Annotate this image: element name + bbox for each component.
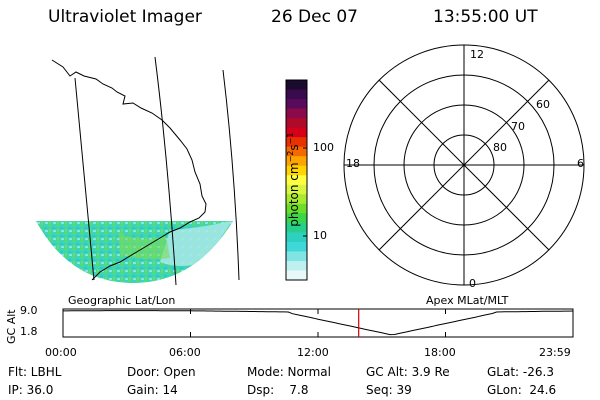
colorbar-label-exp2: −1 (286, 132, 295, 145)
colorbar-segment (286, 232, 307, 243)
instrument-title: Ultraviolet Imager (48, 7, 202, 27)
polar-mlt-6: 6 (577, 157, 584, 170)
polar-caption: Apex MLat/MLT (426, 294, 509, 307)
polar-lat-70: 70 (511, 120, 525, 133)
colorbar-tick-10: 10 (313, 229, 327, 242)
colorbar-tick-100: 100 (313, 141, 334, 154)
colorbar-label-unit: photon cm (287, 162, 301, 227)
meridian-2 (154, 56, 177, 286)
colorbar-segment (286, 175, 307, 186)
colorbar-segment (286, 203, 307, 214)
colorbar-label-s: s (287, 144, 301, 151)
alt-orbit-curve (63, 310, 574, 336)
colorbar-segment (286, 127, 307, 138)
colorbar-segment (286, 165, 307, 176)
colorbar-segment (286, 222, 307, 233)
colorbar-segment (286, 213, 307, 224)
meridian-1 (74, 77, 95, 281)
polar-mlt-12: 12 (470, 48, 484, 61)
colorbar-frame (285, 79, 308, 281)
alt-xtick-1800: 18:00 (424, 346, 456, 359)
status-ip: IP: 36.0 (8, 383, 54, 397)
time-label: 13:55:00 UT (433, 7, 538, 27)
map-caption: Geographic Lat/Lon (68, 294, 176, 307)
colorbar-segment (286, 99, 307, 110)
status-dsp: Dsp: 7.8 (247, 383, 309, 397)
date-label: 26 Dec 07 (271, 7, 358, 27)
status-door: Door: Open (127, 365, 196, 379)
colorbar-segment (286, 194, 307, 205)
polar-lat-60: 60 (536, 98, 550, 111)
polar-plot (343, 44, 585, 286)
altitude-plot (62, 308, 574, 338)
alt-ylabel: GC Alt (5, 309, 18, 344)
colorbar-segment (286, 108, 307, 119)
alt-ytick-9: 9.0 (20, 304, 38, 317)
aurora-bright-spots (118, 221, 232, 266)
colorbar-label-exp1: −2 (286, 150, 295, 163)
colorbar-segment (286, 137, 307, 148)
colorbar (285, 79, 308, 281)
polar-mlt-18: 18 (346, 157, 360, 170)
colorbar-label: photon cm−2s−1 (275, 133, 312, 242)
status-gain: Gain: 14 (127, 383, 178, 397)
status-gcalt: GC Alt: 3.9 Re (366, 365, 450, 379)
colorbar-segment (286, 251, 307, 262)
colorbar-segment (286, 80, 307, 91)
alt-xtick-0600: 06:00 (169, 346, 201, 359)
alt-xtick-1200: 12:00 (297, 346, 329, 359)
colorbar-segment (286, 260, 307, 272)
geographic-map (36, 56, 240, 286)
alt-ytick-1-8: 1.8 (20, 325, 38, 338)
alt-xtick-0000: 00:00 (45, 346, 77, 359)
colorbar-segment (286, 146, 307, 157)
colorbar-segment (286, 156, 307, 167)
colorbar-segment (286, 118, 307, 129)
colorbar-segment (286, 184, 307, 195)
colorbar-segment (286, 89, 307, 100)
colorbar-segment (286, 270, 307, 281)
status-flt: Flt: LBHL (8, 365, 62, 379)
colorbar-segment (286, 241, 307, 253)
status-glat: GLat: -26.3 (487, 365, 554, 379)
polar-lat-80: 80 (493, 141, 507, 154)
status-glon: GLon: 24.6 (487, 383, 557, 397)
polar-diagonal-2 (378, 79, 550, 251)
status-seq: Seq: 39 (366, 383, 412, 397)
coastline (51, 59, 207, 281)
meridian-3 (222, 69, 240, 281)
polar-mlt-0: 0 (469, 277, 476, 290)
status-mode: Mode: Normal (247, 365, 331, 379)
alt-xtick-2359: 23:59 (539, 346, 571, 359)
